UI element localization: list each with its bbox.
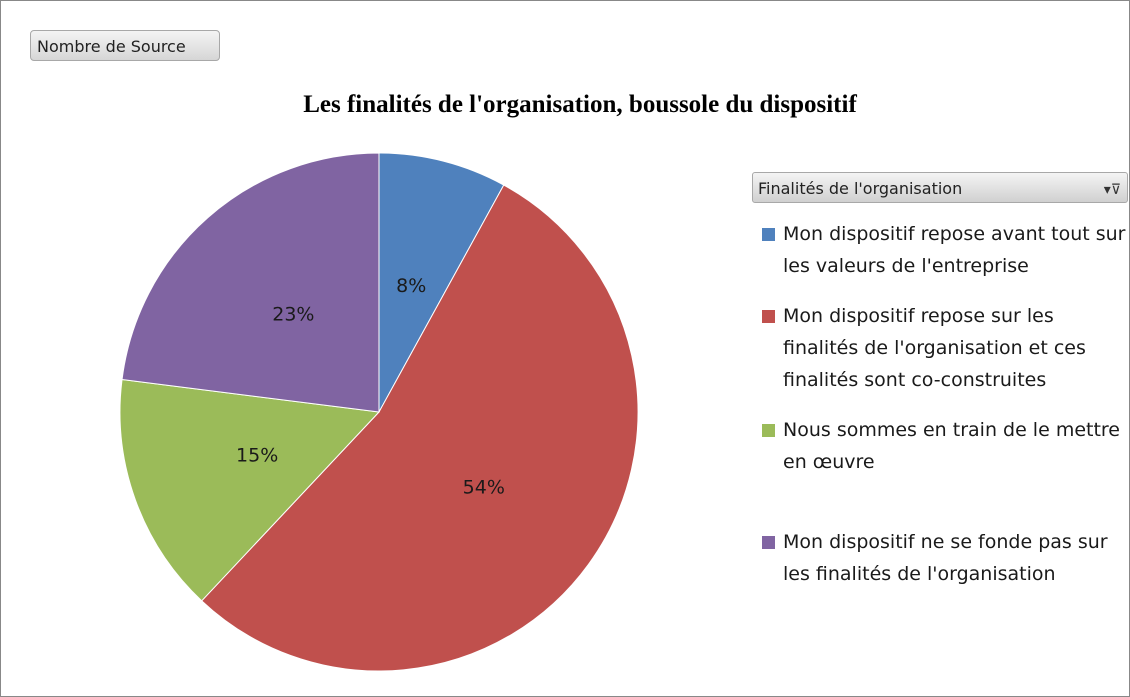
pie-slice <box>200 184 639 672</box>
legend-item: Mon dispositif repose avant tout sur les… <box>762 218 1128 282</box>
legend-label: Mon dispositif repose sur les finalités … <box>783 305 1086 391</box>
legend-title[interactable]: Finalités de l'organisation ▾⊽ <box>752 172 1128 203</box>
data-label: 23% <box>272 303 314 325</box>
legend-item: Nous sommes en train de le mettre en œuv… <box>762 414 1128 478</box>
data-label: 15% <box>236 444 278 466</box>
legend-label: Nous sommes en train de le mettre en œuv… <box>783 419 1120 473</box>
legend-label: Mon dispositif ne se fonde pas sur les f… <box>783 531 1108 585</box>
legend-label: Mon dispositif repose avant tout sur les… <box>783 223 1126 277</box>
chart-title: Les finalités de l'organisation, boussol… <box>303 91 857 118</box>
legend-swatch <box>762 310 775 323</box>
legend-item: Mon dispositif ne se fonde pas sur les f… <box>762 526 1128 590</box>
data-label: 54% <box>463 477 505 499</box>
data-label: 8% <box>396 275 426 297</box>
legend-title-text: Finalités de l'organisation <box>758 179 963 198</box>
filter-icon[interactable]: ▾⊽ <box>1103 182 1121 198</box>
legend: Mon dispositif repose avant tout sur les… <box>762 218 1128 590</box>
legend-swatch <box>762 228 775 241</box>
pie-slice <box>121 152 380 413</box>
legend-swatch <box>762 536 775 549</box>
field-button[interactable]: Nombre de Source <box>30 30 220 61</box>
legend-swatch <box>762 424 775 437</box>
pie-slice <box>119 378 381 602</box>
legend-item: Mon dispositif repose sur les finalités … <box>762 300 1128 396</box>
pie-slice <box>378 152 505 413</box>
